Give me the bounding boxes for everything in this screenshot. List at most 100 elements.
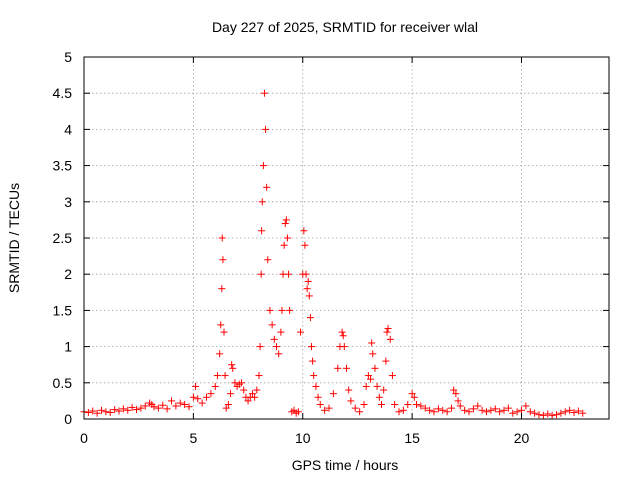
data-point [367,375,375,383]
data-point [137,404,145,412]
data-point [500,406,508,414]
data-point [574,407,582,415]
data-point [570,408,578,416]
x-tick-label: 20 [514,430,530,446]
data-point [526,408,534,416]
data-point [111,406,119,414]
data-point [373,382,381,390]
data-point [192,382,200,390]
data-point [391,401,399,409]
data-point [310,372,318,380]
data-point [275,350,283,358]
data-point [240,386,248,394]
y-tick-label: 3.5 [53,158,73,174]
data-point [248,390,256,398]
data-point [119,405,127,413]
data-point [509,409,517,417]
data-point [356,408,364,416]
data-point [312,382,320,390]
data-point [277,328,285,336]
chart-title: Day 227 of 2025, SRMTID for receiver wla… [212,19,478,35]
x-axis-title: GPS time / hours [292,457,399,473]
y-tick-label: 2.5 [53,230,73,246]
data-point [369,350,377,358]
data-point [395,408,403,416]
data-point [259,162,267,170]
data-point [218,285,226,293]
data-point [278,306,286,314]
data-point [217,321,225,329]
data-point [504,404,512,412]
data-point [496,408,504,416]
data-point [238,379,245,387]
data-point [218,234,226,242]
data-point [566,406,574,414]
x-tick-label: 5 [189,430,197,446]
data-point [478,406,486,414]
data-point [115,407,123,415]
data-point [282,216,290,224]
data-point [491,405,499,413]
data-point [421,404,429,412]
x-tick-label: 15 [404,430,420,446]
data-point [339,332,347,340]
data-point [251,393,259,401]
y-tick-label: 1 [64,339,72,355]
y-tick-label: 4 [64,121,72,137]
data-point [305,292,313,300]
data-point [283,234,291,242]
data-point [216,350,224,358]
data-point [255,372,263,380]
data-point [220,328,228,336]
data-point [439,406,447,414]
data-point [176,399,184,407]
data-point [413,401,420,409]
data-point [483,408,490,416]
data-point [181,401,189,409]
data-point [417,402,425,410]
data-point [579,409,587,417]
data-point [329,390,337,398]
y-tick-labels: 0 0.5 1 1.5 2 2.5 3 3.5 4 4.5 5 [53,49,73,427]
data-point [535,411,543,419]
y-tick-label: 2 [64,266,72,282]
data-point [207,390,215,398]
data-point [456,402,464,410]
data-point [518,406,525,414]
data-point [262,125,270,133]
x-tick-label: 0 [80,430,88,446]
data-point [260,89,268,97]
data-point [224,401,232,409]
data-point [154,404,162,412]
data-point [84,408,92,416]
data-point [228,361,236,369]
y-tick-label: 3 [64,194,72,210]
y-tick-label: 5 [64,49,72,65]
data-point [347,397,355,405]
data-point [410,393,418,401]
y-tick-label: 4.5 [53,85,73,101]
x-tick-labels: 0 5 10 15 20 [80,430,529,446]
data-point [448,404,455,412]
data-point [325,404,333,412]
data-point [303,285,311,293]
data-point [211,382,219,390]
data-point [513,408,521,416]
data-point [256,343,264,351]
plot-frame [83,56,610,420]
data-point [263,183,271,191]
data-point [266,306,274,314]
data-point [371,364,379,372]
data-point [253,386,261,394]
data-point [378,401,385,409]
y-tick-label: 0.5 [53,375,73,391]
data-point [106,408,114,416]
data-point [213,372,221,380]
data-point [172,402,180,410]
data-point [544,410,552,418]
data-point [314,393,322,401]
data-point [539,411,547,419]
data-point [443,408,451,416]
data-point [159,401,167,409]
data-point [343,364,350,372]
